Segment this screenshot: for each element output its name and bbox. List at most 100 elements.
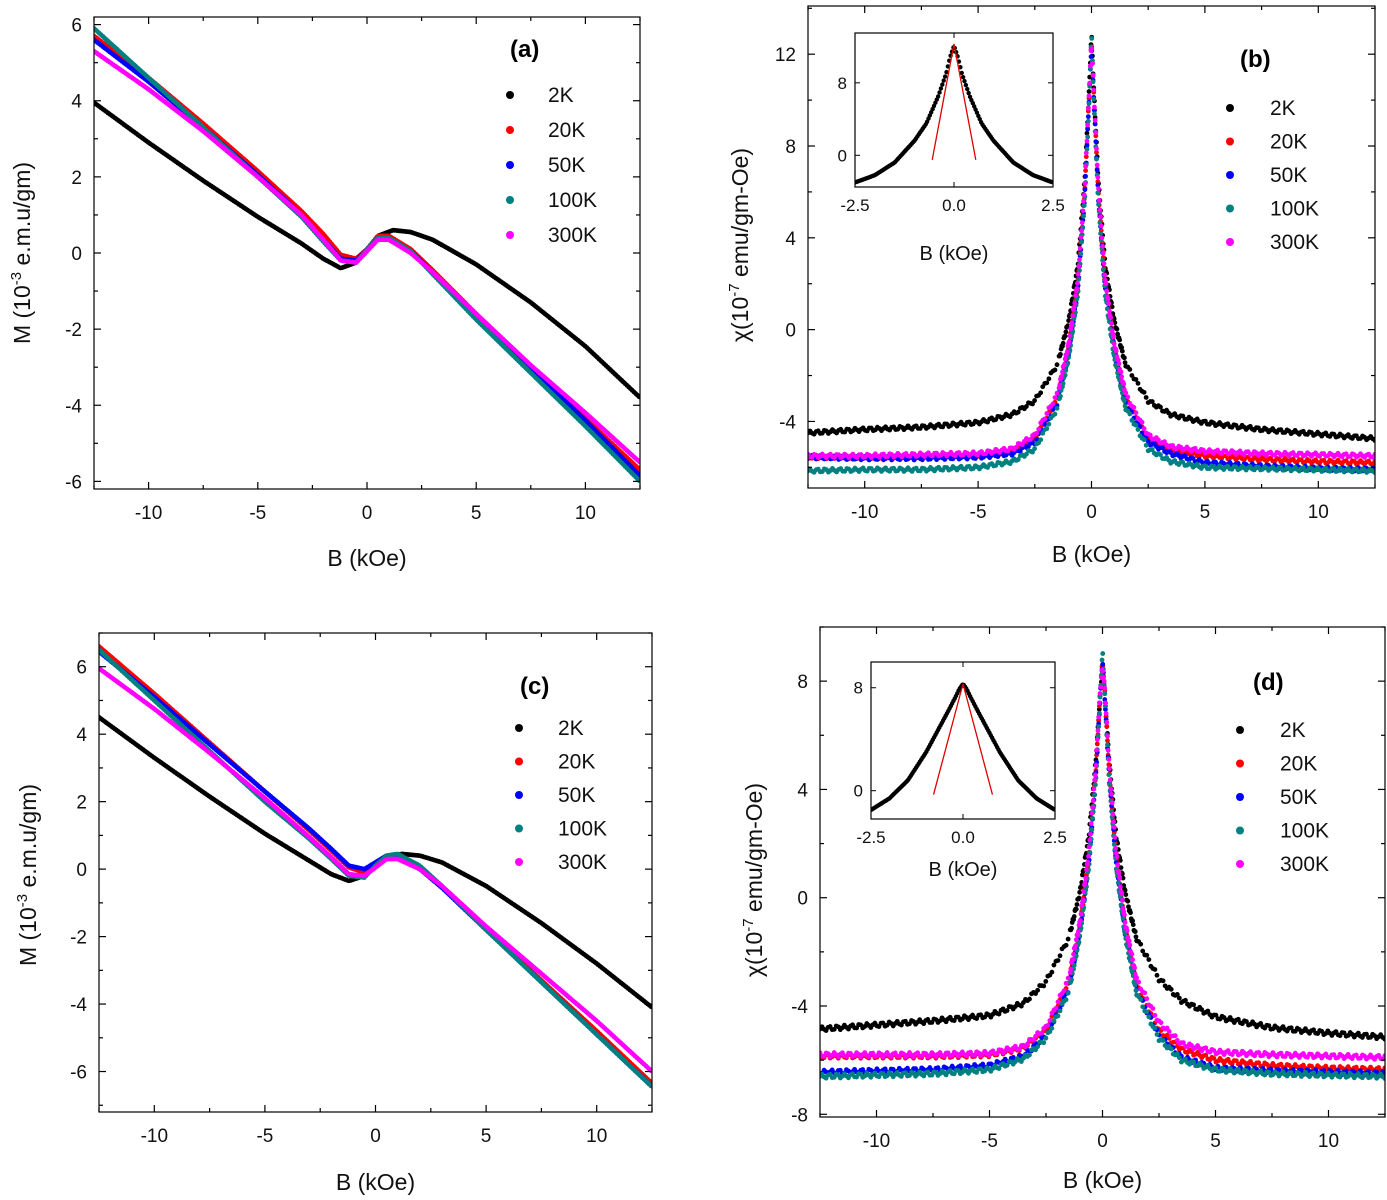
- data-point: [1081, 213, 1086, 219]
- inset-x-axis-title: B (kOe): [920, 243, 989, 265]
- y-axis-title: M (10-3 e.m.u/gm): [8, 162, 35, 344]
- data-point: [1129, 418, 1135, 423]
- data-point: [1026, 444, 1031, 449]
- data-point: [1054, 362, 1060, 368]
- legend-label: 50K: [1270, 164, 1307, 187]
- data-point: [1129, 373, 1135, 378]
- data-point: [1084, 130, 1090, 136]
- data-point: [1050, 401, 1056, 407]
- data-point: [1147, 432, 1153, 438]
- data-point: [1091, 96, 1097, 102]
- data-point: [1057, 382, 1063, 388]
- legend-marker: [1226, 137, 1234, 146]
- data-point: [1082, 181, 1088, 187]
- data-point: [1054, 405, 1060, 411]
- inset-x-tick-label: 2.5: [1041, 196, 1065, 215]
- data-point: [1111, 341, 1117, 347]
- inset-data-point: [935, 94, 941, 99]
- data-point: [1093, 139, 1099, 145]
- data-point: [1139, 419, 1145, 425]
- data-point: [1141, 437, 1147, 443]
- data-point: [1096, 198, 1102, 203]
- data-point: [1092, 104, 1097, 110]
- data-point: [1101, 261, 1107, 266]
- y-tick-label: -4: [779, 412, 796, 433]
- legend-marker: [506, 91, 514, 99]
- data-point: [1089, 35, 1095, 41]
- data-point: [1078, 251, 1084, 257]
- data-point: [1042, 416, 1048, 422]
- data-point: [1083, 150, 1089, 156]
- data-point: [1118, 369, 1124, 375]
- x-tick-label: 0: [362, 503, 373, 524]
- data-point: [1099, 235, 1105, 241]
- data-point: [1372, 452, 1375, 457]
- data-point: [1104, 288, 1110, 294]
- data-point: [1091, 87, 1097, 93]
- legend-label: 300K: [548, 224, 597, 247]
- inset-fit-line: [931, 43, 955, 160]
- y-tick-label: 4: [71, 92, 82, 113]
- data-point: [1087, 80, 1093, 86]
- data-point: [1024, 451, 1029, 457]
- y-tick-label: 0: [785, 321, 796, 342]
- x-tick-label: 5: [471, 503, 482, 524]
- data-point: [1079, 228, 1084, 234]
- data-point: [1158, 452, 1163, 458]
- data-point: [1096, 186, 1101, 192]
- data-point: [1123, 390, 1129, 396]
- data-point: [1032, 446, 1037, 452]
- legend-label: 100K: [548, 189, 597, 212]
- data-point: [1131, 404, 1137, 410]
- legend-marker: [1226, 204, 1234, 213]
- data-point: [1081, 198, 1086, 204]
- data-point: [1095, 174, 1101, 180]
- data-point: [1075, 280, 1080, 286]
- data-point: [1115, 331, 1120, 337]
- series-group: [99, 644, 652, 1089]
- data-point: [1094, 149, 1099, 155]
- series-100K: [808, 35, 1375, 475]
- data-point: [1094, 146, 1099, 152]
- data-point: [1076, 264, 1082, 269]
- data-point: [1013, 444, 1019, 450]
- series-300K: [99, 666, 652, 1074]
- legend-label: 20K: [548, 119, 585, 142]
- data-point: [1058, 351, 1063, 357]
- inset-data: [855, 43, 1053, 185]
- data-point: [1125, 394, 1131, 400]
- data-point: [1017, 448, 1023, 454]
- data-point: [1092, 117, 1098, 123]
- data-point: [1094, 167, 1100, 173]
- y-tick-label: 8: [785, 137, 796, 158]
- data-point: [1066, 339, 1072, 345]
- data-point: [1127, 367, 1133, 372]
- data-point: [1095, 182, 1101, 188]
- data-point: [1062, 333, 1068, 339]
- y-tick-label: 0: [71, 244, 82, 265]
- inset-data-point: [959, 70, 964, 76]
- data-point: [1116, 361, 1122, 367]
- x-tick-label: -10: [851, 502, 878, 523]
- legend-marker: [506, 161, 514, 169]
- data-point: [1062, 356, 1068, 362]
- data-point: [1060, 340, 1066, 346]
- data-point: [1094, 162, 1100, 168]
- data-point: [1028, 437, 1033, 442]
- data-point: [1114, 326, 1120, 332]
- data-point: [1042, 421, 1048, 427]
- data-point: [1121, 381, 1127, 387]
- data-point: [1076, 276, 1082, 282]
- data-point: [1093, 133, 1099, 139]
- data-point: [1141, 389, 1147, 395]
- data-point: [1121, 398, 1127, 404]
- data-point: [1088, 54, 1094, 60]
- data-point: [1081, 192, 1087, 198]
- data-point: [1083, 154, 1089, 160]
- inset-data-point: [962, 78, 967, 84]
- data-point: [1082, 187, 1088, 193]
- data-point: [1071, 304, 1077, 310]
